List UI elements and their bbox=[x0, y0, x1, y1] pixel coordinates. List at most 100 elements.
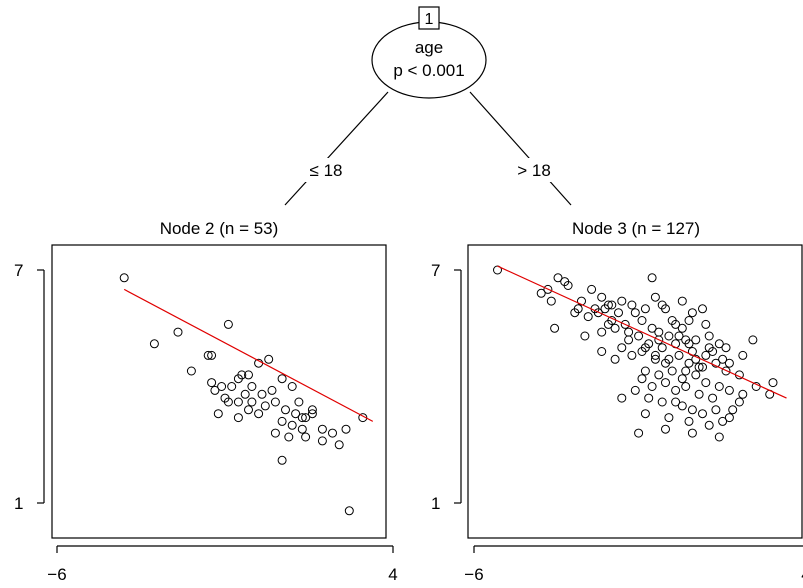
data-point bbox=[714, 432, 724, 442]
data-point bbox=[704, 420, 714, 430]
data-point bbox=[728, 405, 738, 415]
data-point bbox=[634, 428, 644, 438]
data-point bbox=[203, 350, 213, 360]
data-point bbox=[149, 339, 159, 349]
data-point bbox=[573, 304, 583, 314]
data-point bbox=[721, 343, 731, 353]
data-point bbox=[207, 378, 217, 388]
regression-line bbox=[123, 288, 374, 422]
data-point bbox=[630, 385, 640, 395]
data-point bbox=[223, 319, 233, 329]
data-point bbox=[593, 308, 603, 318]
data-point bbox=[624, 327, 634, 337]
data-point bbox=[607, 300, 617, 310]
data-point bbox=[603, 319, 613, 329]
data-point bbox=[667, 316, 677, 325]
data-point bbox=[344, 506, 354, 516]
data-point bbox=[260, 401, 270, 411]
data-point bbox=[704, 331, 714, 341]
data-point bbox=[664, 331, 674, 341]
plot-frame bbox=[51, 244, 387, 539]
data-point bbox=[698, 409, 707, 419]
data-point bbox=[650, 350, 660, 360]
data-point bbox=[307, 405, 317, 415]
plot-frame bbox=[467, 244, 803, 539]
data-point bbox=[307, 409, 317, 419]
data-point bbox=[687, 405, 697, 415]
data-point bbox=[580, 331, 590, 341]
data-point bbox=[207, 350, 217, 360]
data-point bbox=[614, 308, 623, 318]
data-point bbox=[694, 362, 704, 372]
data-point bbox=[687, 428, 697, 438]
panel-title: Node 2 (n = 53) bbox=[160, 219, 279, 238]
data-point bbox=[637, 316, 647, 325]
data-point bbox=[267, 385, 277, 395]
data-point bbox=[654, 370, 664, 380]
data-point bbox=[691, 354, 701, 364]
root-node-id: 1 bbox=[425, 11, 434, 28]
data-point bbox=[583, 312, 593, 322]
data-point bbox=[240, 389, 250, 399]
data-point bbox=[691, 335, 701, 345]
root-node-pvalue: p < 0.001 bbox=[393, 61, 464, 80]
data-point bbox=[664, 354, 674, 364]
data-point bbox=[287, 382, 297, 391]
data-point bbox=[257, 389, 267, 399]
data-point bbox=[227, 382, 237, 391]
data-point bbox=[657, 300, 667, 310]
data-point bbox=[748, 335, 758, 345]
data-point bbox=[738, 350, 748, 360]
data-point bbox=[213, 409, 223, 419]
data-point bbox=[254, 409, 264, 419]
data-point bbox=[270, 428, 280, 438]
root-node bbox=[371, 21, 487, 99]
data-point bbox=[661, 378, 670, 388]
data-point bbox=[701, 319, 711, 329]
edge-left bbox=[284, 91, 389, 206]
data-point bbox=[650, 354, 660, 364]
data-point bbox=[721, 366, 731, 376]
data-point bbox=[553, 273, 563, 283]
data-point bbox=[277, 455, 287, 465]
data-point bbox=[718, 354, 728, 364]
data-point bbox=[617, 296, 627, 306]
data-point bbox=[701, 378, 711, 388]
edge-right-label: > 18 bbox=[517, 161, 551, 180]
data-point bbox=[617, 343, 627, 353]
data-point bbox=[328, 428, 337, 438]
data-point bbox=[701, 350, 711, 360]
data-point bbox=[738, 389, 748, 399]
data-point bbox=[233, 413, 243, 423]
data-point bbox=[119, 273, 129, 283]
data-point bbox=[610, 323, 620, 333]
data-point bbox=[277, 374, 287, 384]
edge-right-label-bg bbox=[508, 158, 560, 182]
data-point bbox=[536, 288, 546, 298]
regression-line bbox=[497, 265, 787, 399]
data-point bbox=[708, 393, 718, 403]
data-point bbox=[317, 436, 327, 446]
data-point bbox=[301, 413, 311, 423]
root-node-id-box bbox=[418, 6, 440, 30]
data-point bbox=[637, 374, 647, 384]
data-point bbox=[624, 335, 634, 345]
data-point bbox=[281, 405, 290, 415]
data-point bbox=[677, 296, 687, 306]
data-point bbox=[233, 397, 243, 407]
data-point bbox=[597, 347, 607, 356]
data-point bbox=[734, 397, 744, 407]
data-point bbox=[654, 327, 664, 337]
data-point bbox=[627, 350, 637, 360]
data-point bbox=[647, 382, 657, 391]
data-point bbox=[674, 331, 684, 341]
data-point bbox=[597, 292, 607, 302]
data-point bbox=[301, 432, 311, 442]
data-point bbox=[334, 440, 344, 450]
data-point bbox=[657, 397, 667, 407]
x-tick-label: −6 bbox=[47, 565, 66, 584]
x-tick-label: −6 bbox=[464, 565, 483, 584]
data-point bbox=[634, 331, 644, 341]
data-point bbox=[264, 354, 274, 364]
